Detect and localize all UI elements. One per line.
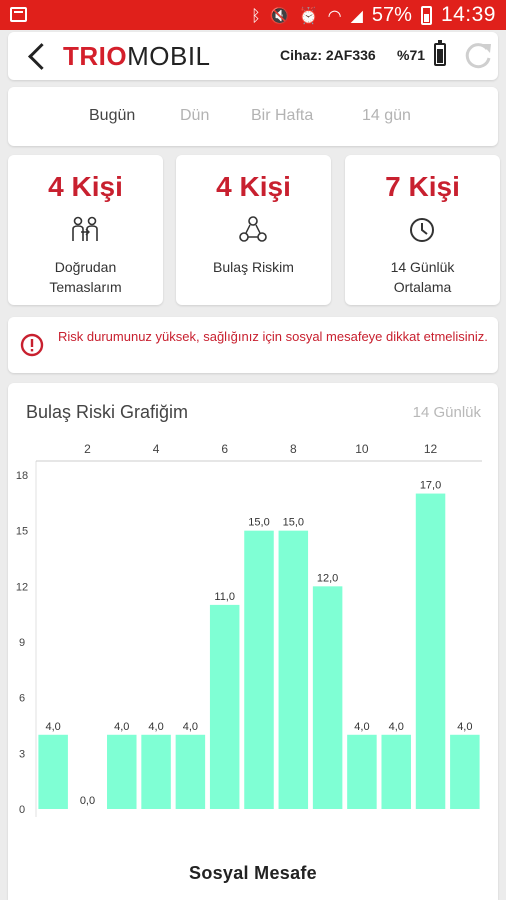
bar-value-label: 17,0: [420, 480, 441, 492]
bar-value-label: 4,0: [148, 721, 163, 733]
x-tick-label: 10: [355, 442, 369, 456]
stat-label: 14 Günlük Ortalama: [390, 259, 455, 295]
clock-icon: [410, 218, 434, 242]
x-tick-label: 2: [84, 442, 91, 456]
gallery-icon: [10, 7, 27, 22]
y-tick-label: 12: [16, 581, 28, 593]
bar: [175, 734, 206, 809]
chart-title: Bulaş Riski Grafiğim: [26, 402, 189, 422]
stat-label: Bulaş Riskim: [213, 259, 294, 275]
bar-value-label: 15,0: [283, 517, 304, 529]
refresh-button[interactable]: [460, 38, 496, 74]
x-tick-label: 6: [221, 442, 228, 456]
bar: [278, 530, 309, 809]
x-tick-label: 8: [290, 442, 297, 456]
period-tabs: Bugün Dün Bir Hafta 14 gün: [8, 87, 498, 146]
alarm-icon: ⏰: [298, 5, 319, 25]
bar: [312, 586, 343, 809]
stat-14-day-average: 7 Kişi 14 Günlük Ortalama: [345, 155, 500, 305]
y-tick-label: 15: [16, 526, 28, 538]
bar: [209, 604, 240, 809]
battery-percent: 57%: [371, 3, 412, 26]
bar-value-label: 4,0: [46, 721, 61, 733]
bar: [347, 734, 377, 809]
network-people-icon: [239, 216, 267, 242]
device-battery-percent: %71: [397, 47, 426, 63]
risk-alert: Risk durumunuz yüksek, sağlığınız için s…: [8, 317, 498, 373]
bar: [107, 734, 137, 809]
y-tick-label: 3: [19, 748, 25, 760]
stat-label: Doğrudan Temaslarım: [49, 259, 122, 295]
bar-value-label: 4,0: [354, 721, 369, 733]
y-tick-label: 9: [19, 637, 25, 649]
chart-period-label: 14 Günlük: [412, 404, 481, 421]
refresh-icon: [465, 43, 491, 69]
bar: [141, 734, 171, 809]
bar-value-label: 0,0: [80, 795, 95, 807]
risk-bar-chart: 0 3 6 9 12 15 18 2 4 6 8 10 12 4,0 0,0 4,0 4,0 4,0 11,0 15,…: [16, 442, 482, 817]
stat-value: 4 Kişi: [216, 171, 291, 202]
bar-value-label: 4,0: [389, 721, 404, 733]
status-bar: ᛒ 🔇 ⏰ ◠ ◢ 57% 14:39: [0, 0, 506, 30]
bar: [415, 493, 446, 809]
wifi-icon: ◠: [327, 5, 342, 25]
bar: [244, 530, 274, 809]
x-tick-label: 4: [153, 442, 160, 456]
signal-icon: ◢: [350, 5, 363, 25]
stat-infection-risk: 4 Kişi Bulaş Riskim: [176, 155, 331, 305]
stat-value: 7 Kişi: [385, 171, 460, 202]
tab-yesterday[interactable]: Dün: [180, 107, 210, 124]
app-logo: TRIOMOBIL: [63, 41, 211, 71]
x-tick-label: 12: [424, 442, 438, 456]
mute-icon: 🔇: [269, 5, 290, 25]
y-tick-label: 0: [19, 804, 25, 816]
tab-week[interactable]: Bir Hafta: [251, 107, 314, 124]
alert-message: Risk durumunuz yüksek, sağlığınız için s…: [58, 329, 488, 344]
clock-time: 14:39: [440, 3, 496, 26]
tab-today[interactable]: Bugün: [89, 107, 136, 124]
stat-value: 4 Kişi: [48, 171, 123, 202]
bar: [38, 734, 68, 809]
people-contact-icon: [72, 216, 98, 241]
back-button[interactable]: [22, 41, 52, 71]
device-battery-icon: [434, 40, 446, 66]
app-header: TRIOMOBIL Cihaz: 2AF336 %71: [8, 32, 498, 80]
stat-direct-contacts: 4 Kişi Doğrudan Temaslarım: [8, 155, 163, 305]
device-id: Cihaz: 2AF336: [280, 47, 376, 63]
tab-14-days[interactable]: 14 gün: [362, 107, 411, 124]
bar-value-label: 12,0: [317, 572, 338, 584]
y-tick-label: 6: [19, 693, 25, 705]
bar-value-label: 4,0: [183, 721, 198, 733]
chart-footer-title: Sosyal Mesafe: [189, 863, 317, 883]
battery-icon: [420, 5, 432, 25]
bar: [381, 734, 411, 809]
bar-value-label: 4,0: [457, 721, 472, 733]
bar: [450, 734, 480, 809]
alert-circle-icon: [20, 333, 44, 357]
bar-value-label: 4,0: [114, 721, 129, 733]
risk-chart-card: Bulaş Riski Grafiğim 14 Günlük 0 3 6 9 12 15 1…: [8, 383, 498, 900]
bar-value-label: 15,0: [248, 517, 269, 529]
bar-value-label: 11,0: [214, 591, 235, 603]
bluetooth-icon: ᛒ: [251, 5, 261, 25]
y-tick-label: 18: [16, 470, 28, 482]
